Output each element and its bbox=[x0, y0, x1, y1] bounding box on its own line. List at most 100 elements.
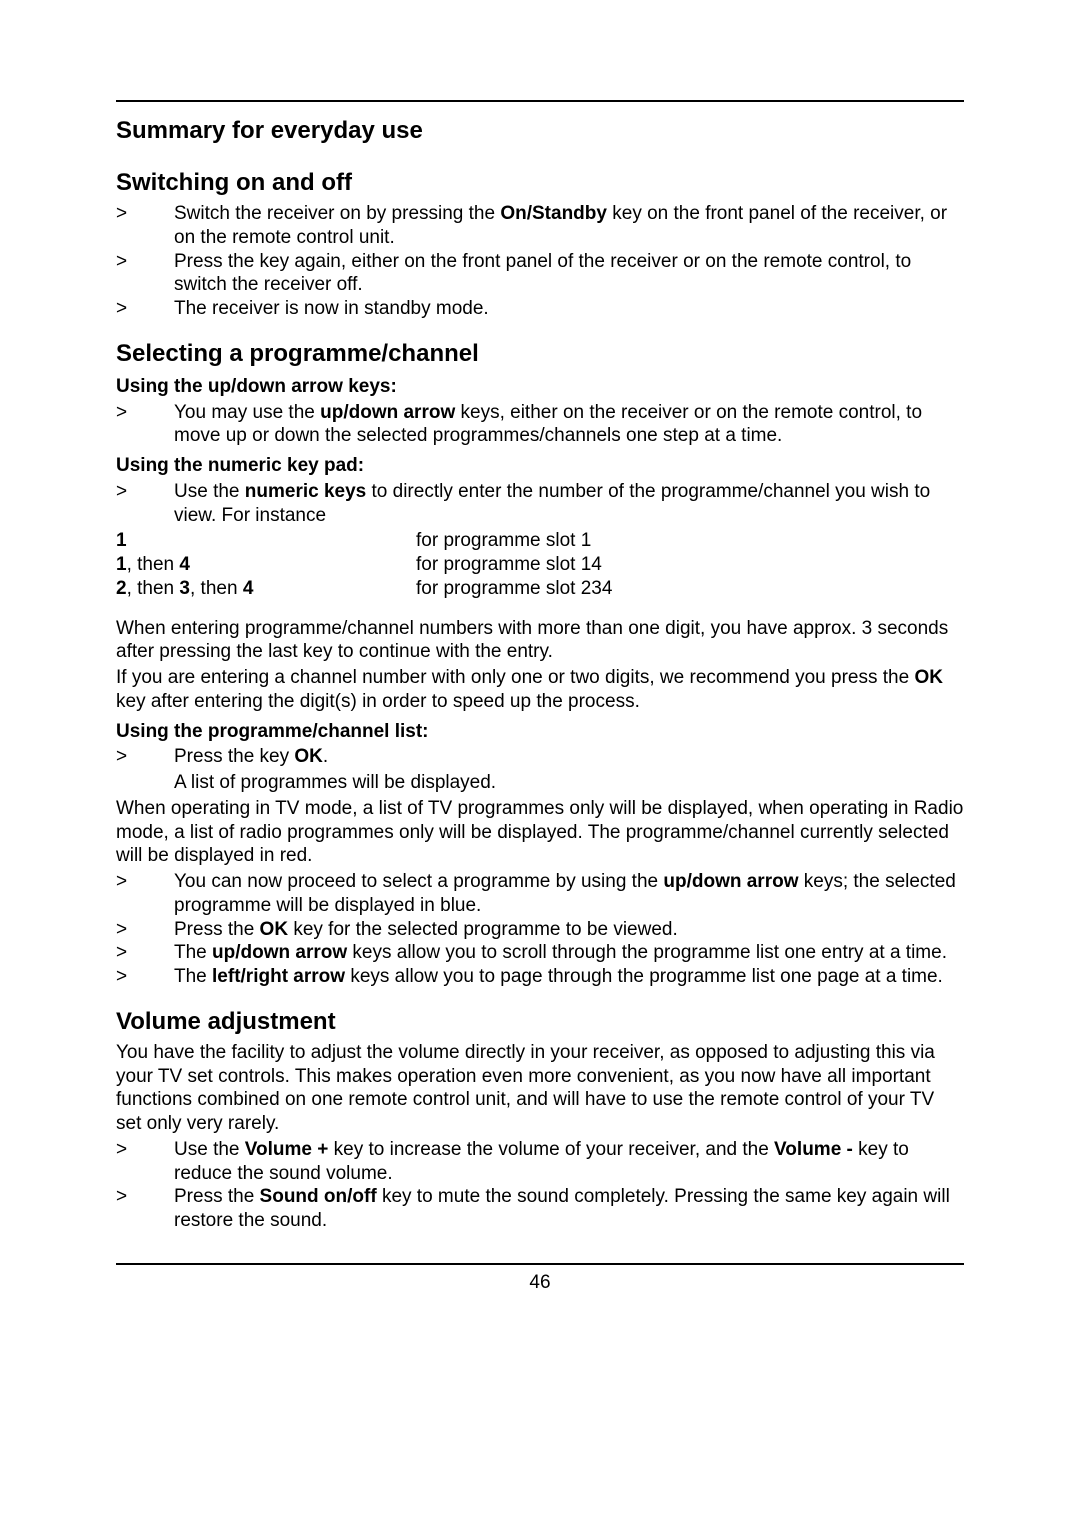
key-name: On/Standby bbox=[500, 203, 607, 224]
key-name: up/down arrow bbox=[320, 402, 455, 423]
bullet-text: The left/right arrow keys allow you to p… bbox=[174, 965, 964, 989]
key-digit: 1 bbox=[116, 554, 127, 575]
text: You can now proceed to select a programm… bbox=[174, 871, 663, 892]
key-name: OK bbox=[260, 919, 289, 940]
text: Press the bbox=[174, 919, 260, 940]
subheading-channel-list: Using the programme/channel list: bbox=[116, 720, 964, 744]
text: keys allow you to page through the progr… bbox=[345, 966, 943, 987]
bullet-marker: > bbox=[116, 202, 174, 250]
bullet-item: > The receiver is now in standby mode. bbox=[116, 297, 964, 321]
paragraph: You have the facility to adjust the volu… bbox=[116, 1041, 964, 1136]
paragraph: When operating in TV mode, a list of TV … bbox=[116, 797, 964, 868]
bullet-marker: > bbox=[116, 965, 174, 989]
bullet-marker: > bbox=[116, 918, 174, 942]
text: Use the bbox=[174, 481, 245, 502]
text: You may use the bbox=[174, 402, 320, 423]
text: key for the selected programme to be vie… bbox=[288, 919, 678, 940]
paragraph: If you are entering a channel number wit… bbox=[116, 666, 964, 714]
text: key after entering the digit(s) in order… bbox=[116, 691, 640, 712]
bullet-text: Press the OK key for the selected progra… bbox=[174, 918, 964, 942]
key-name: Volume + bbox=[245, 1139, 329, 1160]
text: key to increase the volume of your recei… bbox=[328, 1139, 774, 1160]
table-row: 2, then 3, then 4 for programme slot 234 bbox=[116, 577, 964, 601]
key-result: for programme slot 14 bbox=[416, 553, 964, 577]
text: keys allow you to scroll through the pro… bbox=[347, 942, 947, 963]
key-name: up/down arrow bbox=[212, 942, 347, 963]
key-digit: 1 bbox=[116, 530, 127, 551]
bottom-rule bbox=[116, 1263, 964, 1265]
bullet-marker: > bbox=[116, 250, 174, 298]
bullet-text: The up/down arrow keys allow you to scro… bbox=[174, 941, 964, 965]
text: . bbox=[323, 746, 328, 767]
bullet-text: Switch the receiver on by pressing the O… bbox=[174, 202, 964, 250]
subheading-numeric-keypad: Using the numeric key pad: bbox=[116, 454, 964, 478]
bullet-text: The receiver is now in standby mode. bbox=[174, 297, 964, 321]
key-name: Sound on/off bbox=[260, 1186, 377, 1207]
bullet-item: > Use the numeric keys to directly enter… bbox=[116, 480, 964, 528]
section-heading-selecting: Selecting a programme/channel bbox=[116, 339, 964, 369]
section-heading-switching: Switching on and off bbox=[116, 168, 964, 198]
top-rule bbox=[116, 100, 964, 102]
bullet-marker: > bbox=[116, 401, 174, 449]
bullet-item: > Use the Volume + key to increase the v… bbox=[116, 1138, 964, 1186]
text: Press the bbox=[174, 1186, 260, 1207]
text: Press the key bbox=[174, 746, 294, 767]
text: Use the bbox=[174, 1139, 245, 1160]
text: The bbox=[174, 942, 212, 963]
bullet-item: > Switch the receiver on by pressing the… bbox=[116, 202, 964, 250]
key-name: OK bbox=[914, 667, 943, 688]
key-name: OK bbox=[294, 746, 323, 767]
key-sequence: 1, then 4 bbox=[116, 553, 416, 577]
bullet-text: You can now proceed to select a programm… bbox=[174, 870, 964, 918]
bullet-text: Use the Volume + key to increase the vol… bbox=[174, 1138, 964, 1186]
bullet-item: > The up/down arrow keys allow you to sc… bbox=[116, 941, 964, 965]
bullet-marker: > bbox=[116, 1138, 174, 1186]
bullet-marker: > bbox=[116, 941, 174, 965]
key-sequence: 2, then 3, then 4 bbox=[116, 577, 416, 601]
page-title: Summary for everyday use bbox=[116, 116, 964, 146]
key-name: up/down arrow bbox=[663, 871, 798, 892]
bullet-marker: > bbox=[116, 480, 174, 528]
key-sequence-table: 1 for programme slot 1 1, then 4 for pro… bbox=[116, 529, 964, 600]
key-digit: 2 bbox=[116, 578, 127, 599]
bullet-text: Press the Sound on/off key to mute the s… bbox=[174, 1185, 964, 1233]
key-digit: 4 bbox=[243, 578, 254, 599]
bullet-marker: > bbox=[116, 297, 174, 321]
bullet-item: > Press the key OK. bbox=[116, 745, 964, 769]
text: If you are entering a channel number wit… bbox=[116, 667, 914, 688]
text: The bbox=[174, 966, 212, 987]
manual-page: Summary for everyday use Switching on an… bbox=[0, 0, 1080, 1528]
text: Switch the receiver on by pressing the bbox=[174, 203, 500, 224]
bullet-item: > You may use the up/down arrow keys, ei… bbox=[116, 401, 964, 449]
table-row: 1, then 4 for programme slot 14 bbox=[116, 553, 964, 577]
key-name: left/right arrow bbox=[212, 966, 345, 987]
paragraph: When entering programme/channel numbers … bbox=[116, 617, 964, 665]
table-row: 1 for programme slot 1 bbox=[116, 529, 964, 553]
bullet-item: > The left/right arrow keys allow you to… bbox=[116, 965, 964, 989]
key-digit: 4 bbox=[179, 554, 190, 575]
key-digit: 3 bbox=[179, 578, 190, 599]
text: , then bbox=[190, 578, 243, 599]
text: , then bbox=[127, 554, 180, 575]
key-result: for programme slot 234 bbox=[416, 577, 964, 601]
continuation-line: A list of programmes will be displayed. bbox=[116, 771, 964, 795]
key-name: Volume - bbox=[774, 1139, 853, 1160]
bullet-text: Press the key again, either on the front… bbox=[174, 250, 964, 298]
text: , then bbox=[127, 578, 180, 599]
subheading-arrow-keys: Using the up/down arrow keys: bbox=[116, 375, 964, 399]
page-number: 46 bbox=[116, 1271, 964, 1295]
key-name: numeric keys bbox=[245, 481, 366, 502]
bullet-text: Use the numeric keys to directly enter t… bbox=[174, 480, 964, 528]
bullet-item: > Press the Sound on/off key to mute the… bbox=[116, 1185, 964, 1233]
bullet-item: > Press the key again, either on the fro… bbox=[116, 250, 964, 298]
bullet-text: Press the key OK. bbox=[174, 745, 964, 769]
bullet-text: You may use the up/down arrow keys, eith… bbox=[174, 401, 964, 449]
key-result: for programme slot 1 bbox=[416, 529, 964, 553]
key-sequence: 1 bbox=[116, 529, 416, 553]
bullet-marker: > bbox=[116, 870, 174, 918]
bullet-marker: > bbox=[116, 745, 174, 769]
bullet-item: > Press the OK key for the selected prog… bbox=[116, 918, 964, 942]
section-heading-volume: Volume adjustment bbox=[116, 1007, 964, 1037]
bullet-marker: > bbox=[116, 1185, 174, 1233]
bullet-item: > You can now proceed to select a progra… bbox=[116, 870, 964, 918]
